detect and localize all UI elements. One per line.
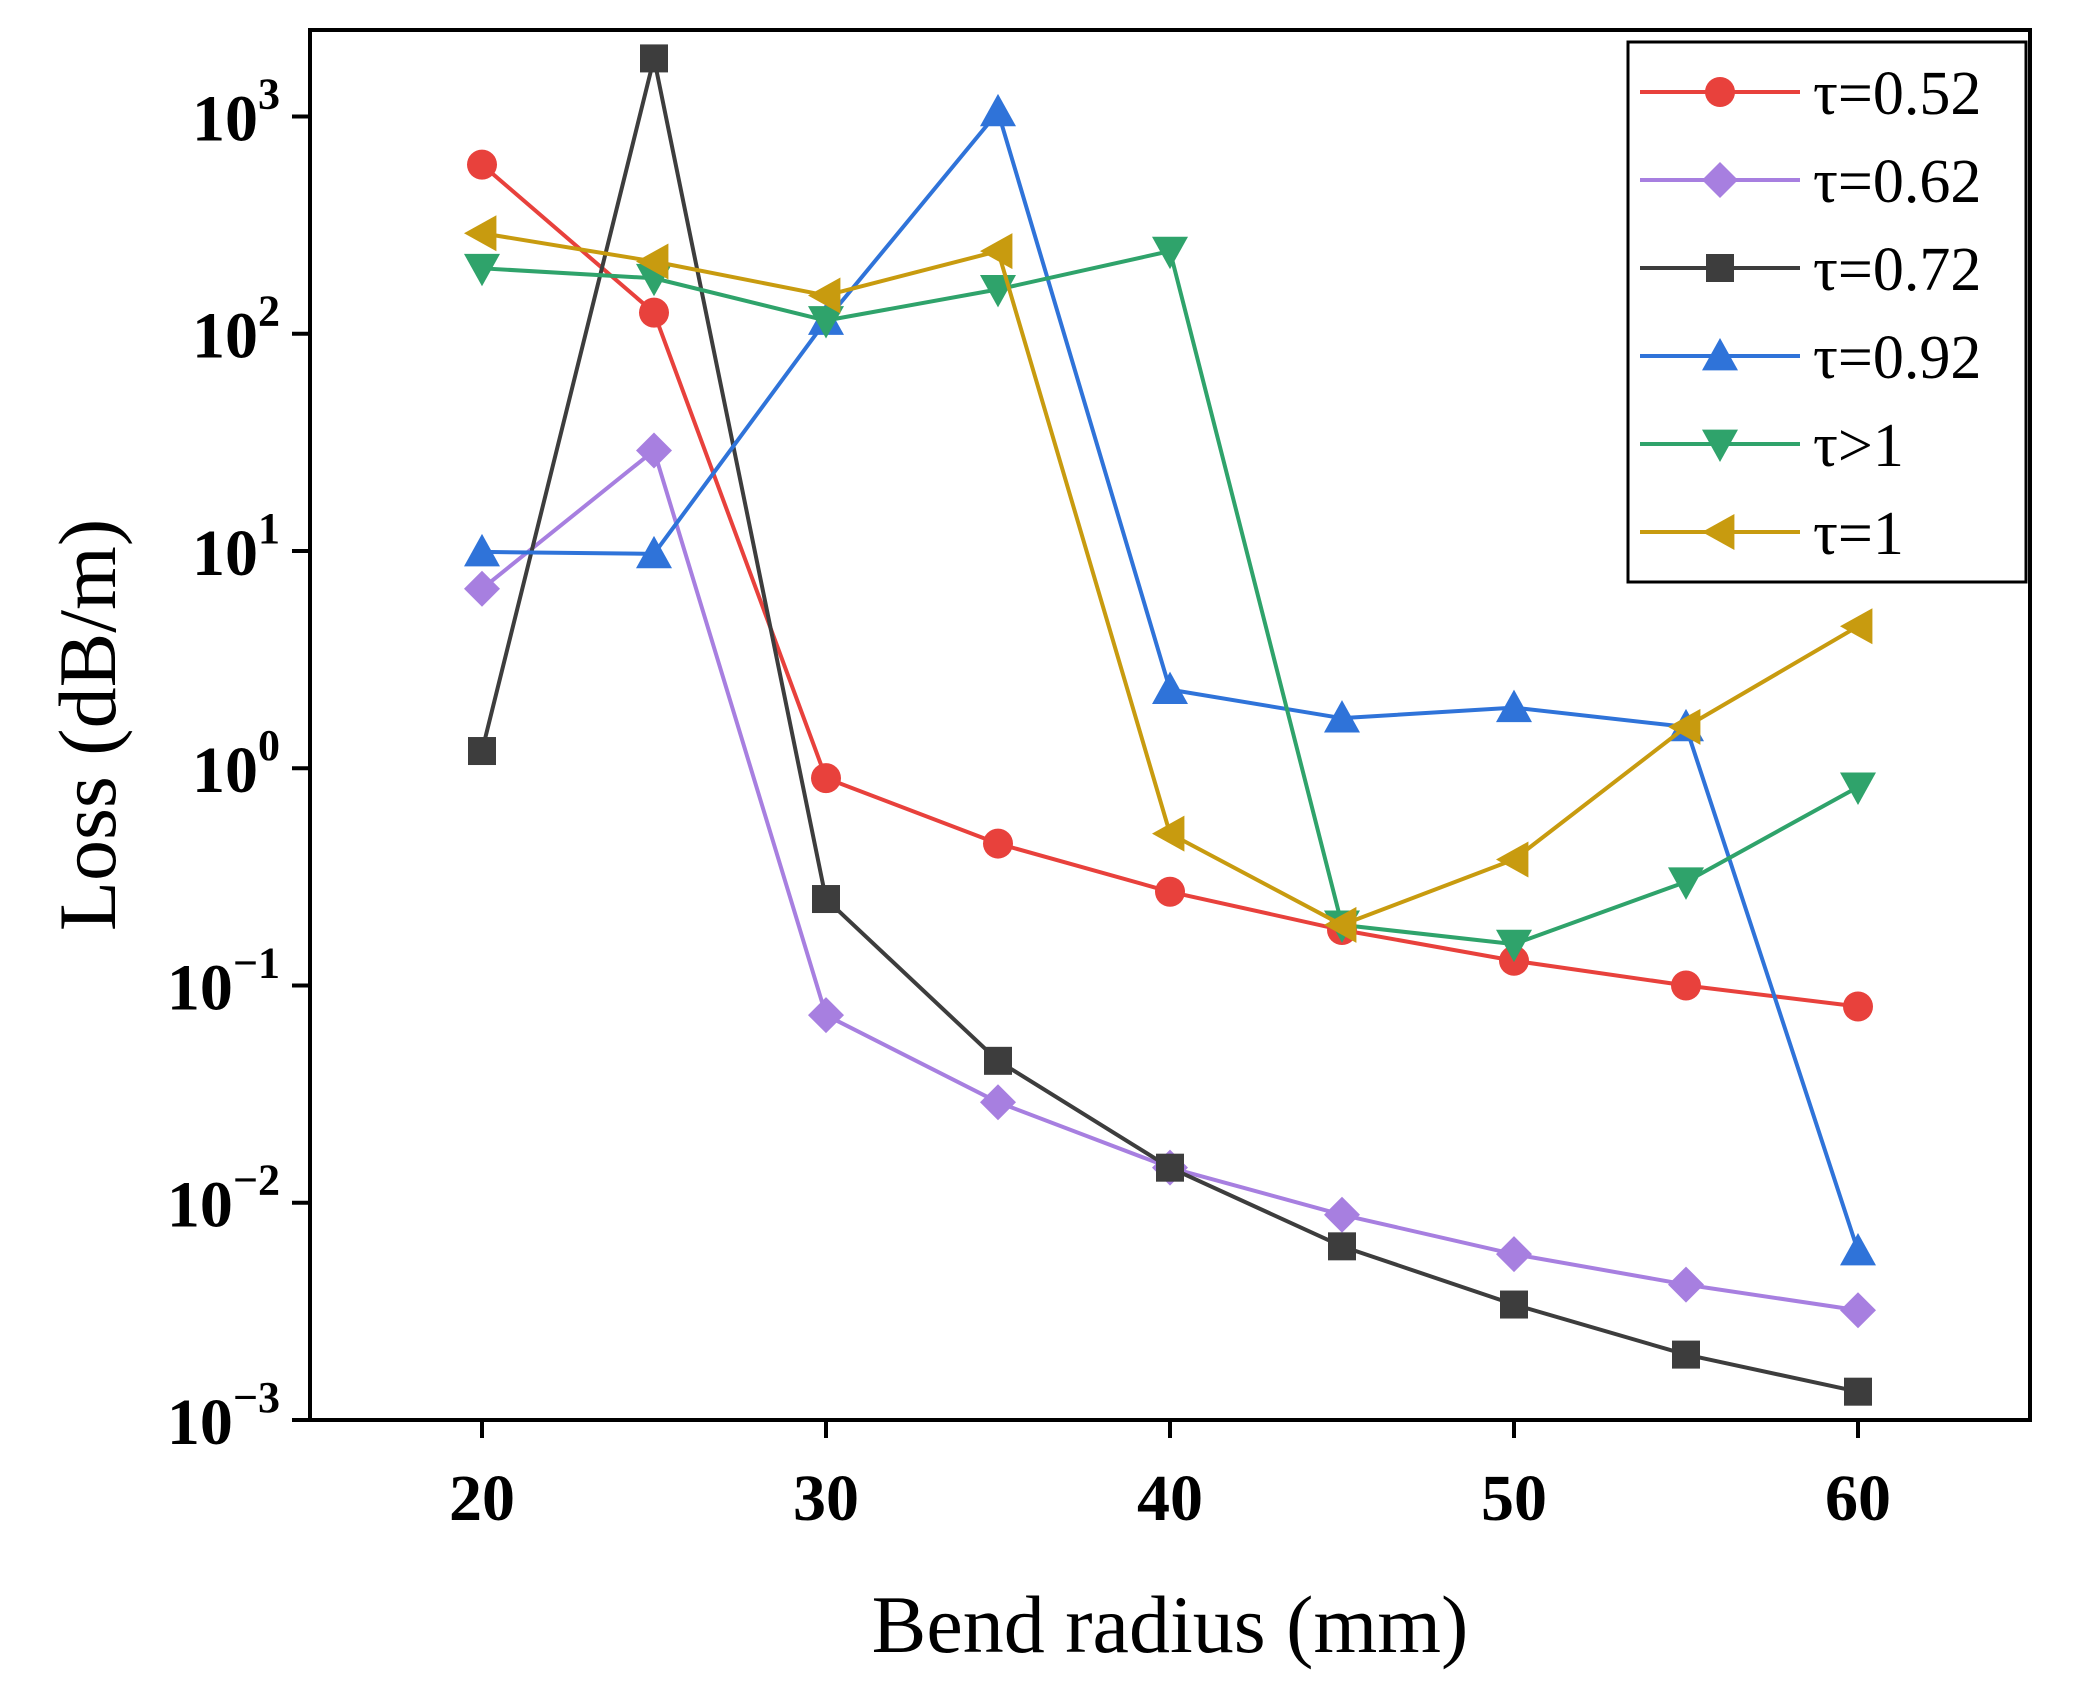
data-point <box>636 535 672 569</box>
data-point <box>1840 1232 1876 1266</box>
x-tick-label: 60 <box>1825 1462 1891 1535</box>
axis-ticks: 20 30 40 50 60 10−3 10−2 10−1 100 101 102 103 <box>167 69 1891 1535</box>
data-point <box>468 737 496 766</box>
legend-marker <box>1702 338 1738 371</box>
legend-box <box>1626 40 2028 584</box>
data-point <box>1324 906 1357 943</box>
data-point <box>1152 236 1188 270</box>
legend-marker <box>1706 254 1734 282</box>
data-point <box>464 215 497 252</box>
y-tick-label: 10−2 <box>167 1156 280 1242</box>
y-tick-label: 100 <box>192 721 280 807</box>
data-point <box>808 997 844 1034</box>
legend-label: τ=0.52 <box>1813 60 1981 128</box>
data-point <box>980 93 1016 127</box>
legend-marker <box>1702 429 1738 462</box>
data-point <box>984 1046 1012 1075</box>
data-point <box>1496 841 1529 878</box>
data-point <box>1844 1377 1872 1406</box>
x-axis-label: Bend radius (mm) <box>872 1579 1469 1670</box>
series-3 <box>468 44 1872 1406</box>
legend-entry: τ=1 <box>1640 500 1904 568</box>
y-tick-label: 10−1 <box>167 938 280 1024</box>
data-point <box>1155 876 1185 907</box>
series-6 <box>464 215 1873 943</box>
data-point <box>811 763 841 794</box>
data-point <box>808 277 841 314</box>
y-tick-label: 101 <box>192 504 280 590</box>
y-tick-label: 102 <box>192 287 280 373</box>
data-point <box>1496 929 1532 963</box>
legend-label: τ>1 <box>1813 412 1904 480</box>
series-layer <box>464 44 1876 1406</box>
data-point <box>812 885 840 914</box>
data-point <box>1840 1292 1876 1329</box>
data-point <box>1500 1290 1528 1319</box>
data-point <box>1668 1266 1704 1303</box>
x-tick-label: 30 <box>793 1462 859 1535</box>
data-point <box>464 253 500 287</box>
data-point <box>1156 1153 1184 1182</box>
legend-label: τ=0.62 <box>1813 148 1981 216</box>
y-tick-label: 10−3 <box>167 1373 280 1459</box>
data-point <box>1496 1236 1532 1273</box>
data-point <box>1152 815 1185 852</box>
data-point <box>640 44 668 73</box>
data-point <box>1152 671 1188 705</box>
x-tick-label: 40 <box>1137 1462 1203 1535</box>
data-point <box>983 828 1013 859</box>
data-point <box>464 533 500 567</box>
legend-entry: τ=0.52 <box>1640 60 1981 128</box>
data-point <box>636 432 672 469</box>
data-point <box>639 297 669 328</box>
data-point <box>467 149 497 180</box>
legend-entry: τ=0.62 <box>1640 148 1981 216</box>
legend-marker <box>1705 77 1735 107</box>
legend-label: τ=0.92 <box>1813 324 1981 392</box>
legend-entry: τ=0.92 <box>1640 324 1981 392</box>
data-point <box>1324 1196 1360 1233</box>
data-point <box>1324 700 1360 733</box>
legend-label: τ=0.72 <box>1813 236 1981 304</box>
data-point <box>1672 1340 1700 1369</box>
x-tick-label: 20 <box>449 1462 515 1535</box>
data-point <box>1671 970 1701 1001</box>
data-point <box>808 306 844 339</box>
data-point <box>1668 867 1704 900</box>
data-point <box>1496 689 1532 723</box>
data-point <box>1840 608 1873 645</box>
legend-entry: τ=0.72 <box>1640 236 1981 304</box>
legend-marker <box>1702 162 1738 198</box>
data-point <box>636 243 669 280</box>
data-point <box>980 1084 1016 1121</box>
data-point <box>980 233 1013 270</box>
legend-label: τ=1 <box>1813 500 1904 568</box>
series-5 <box>464 236 1876 963</box>
legend: τ=0.52 τ=0.62 τ=0.72 τ=0.92 τ>1 τ=1 <box>1626 40 2028 584</box>
y-tick-label: 103 <box>192 69 280 155</box>
legend-marker <box>1702 514 1735 550</box>
data-point <box>464 570 500 607</box>
data-point <box>1840 772 1876 805</box>
legend-entry: τ>1 <box>1640 412 1904 480</box>
data-point <box>1843 991 1873 1022</box>
y-axis-label: Loss (dB/m) <box>42 519 133 931</box>
data-point <box>1668 708 1701 745</box>
x-tick-label: 50 <box>1481 1462 1547 1535</box>
data-point <box>1328 1232 1356 1261</box>
